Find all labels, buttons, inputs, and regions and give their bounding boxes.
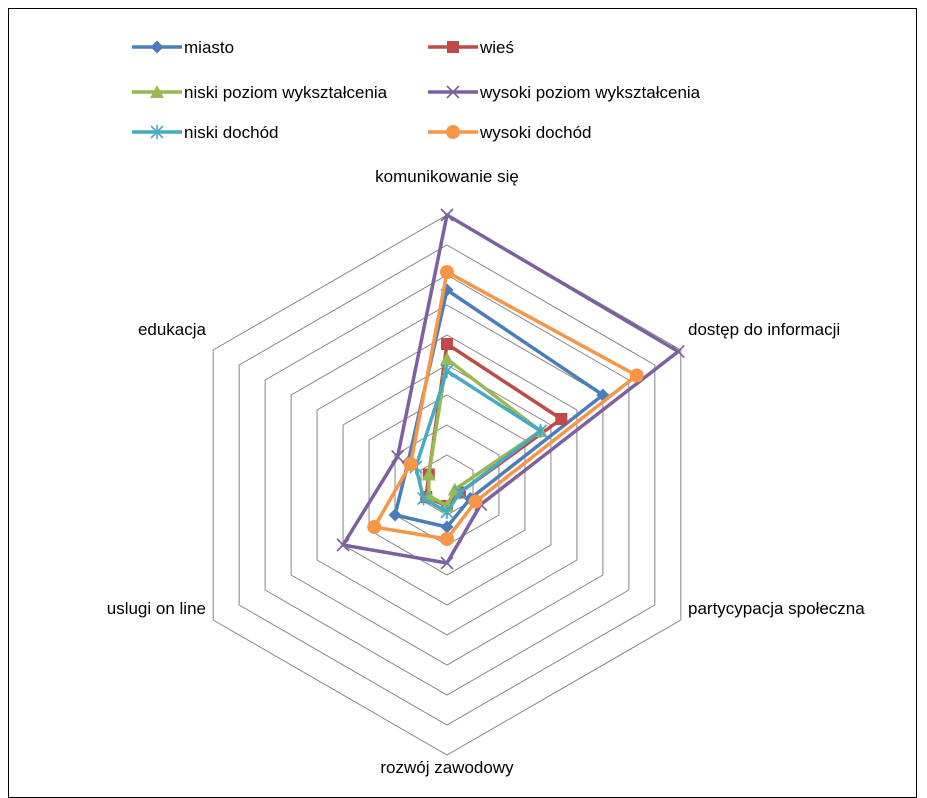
legend-label-3: wysoki poziom wykształcenia bbox=[479, 83, 701, 102]
series-4-point-2 bbox=[453, 485, 467, 500]
legend-item-1: wieś bbox=[428, 38, 514, 57]
grid-ring-5 bbox=[316, 334, 578, 636]
series-2-point-0 bbox=[440, 352, 454, 365]
legend-marker-3 bbox=[446, 85, 460, 99]
series-5-point-5 bbox=[403, 457, 418, 471]
axis-labels: komunikowanie się dostęp do informacji par… bbox=[107, 167, 866, 777]
axis-label-2: partycypacja społeczna bbox=[688, 599, 865, 618]
series-5-point-2 bbox=[468, 494, 483, 509]
series-5-point-1 bbox=[629, 368, 644, 383]
legend-item-3: wysoki poziom wykształcenia bbox=[428, 83, 701, 102]
series-3-point-5 bbox=[391, 449, 405, 464]
series-2-point-5 bbox=[421, 467, 436, 481]
legend-item-0: miasto bbox=[132, 38, 234, 57]
series-5-point-3 bbox=[440, 532, 454, 546]
grid-ring-8 bbox=[238, 244, 656, 726]
series-3-point-4 bbox=[336, 538, 350, 552]
legend: miasto wieś niski poziom wykształcenia wyso… bbox=[132, 38, 701, 142]
legend-marker-5 bbox=[446, 125, 460, 139]
axis-label-1: dostęp do informacji bbox=[688, 320, 840, 339]
series-3-point-0 bbox=[440, 208, 454, 222]
series-3-point-3 bbox=[440, 556, 454, 570]
series-4-point-4 bbox=[417, 491, 431, 506]
legend-marker-1 bbox=[447, 41, 459, 53]
legend-label-0: miasto bbox=[184, 38, 234, 57]
series-3-point-1 bbox=[671, 344, 685, 359]
legend-marker-2 bbox=[150, 85, 164, 98]
series-4-point-3 bbox=[440, 505, 454, 519]
legend-label-2: niski poziom wykształcenia bbox=[184, 83, 388, 102]
series-5 bbox=[367, 265, 644, 546]
series-0-point-3 bbox=[440, 520, 454, 534]
series-1-point-1 bbox=[555, 413, 568, 425]
grid-ring-4 bbox=[342, 364, 552, 606]
grid-ring-3 bbox=[368, 394, 526, 576]
axis-label-3: rozwój zawodowy bbox=[380, 758, 514, 777]
radar-series bbox=[336, 208, 685, 570]
legend-marker-4 bbox=[150, 125, 164, 139]
series-5-point-4 bbox=[367, 520, 382, 534]
series-0-point-4 bbox=[388, 508, 402, 522]
axis-label-5: edukacja bbox=[138, 320, 207, 339]
series-4-point-1 bbox=[533, 424, 548, 438]
series-1-point-0 bbox=[441, 338, 453, 350]
axis-label-4: uslugi on line bbox=[107, 599, 206, 618]
legend-label-5: wysoki dochód bbox=[479, 123, 592, 142]
series-5-point-0 bbox=[440, 265, 454, 279]
legend-label-1: wieś bbox=[479, 38, 514, 57]
legend-item-2: niski poziom wykształcenia bbox=[132, 83, 388, 102]
chart-frame bbox=[8, 8, 917, 798]
legend-marker-0 bbox=[150, 40, 164, 54]
axis-label-0: komunikowanie się bbox=[375, 167, 519, 186]
legend-item-5: wysoki dochód bbox=[428, 123, 592, 142]
legend-label-4: niski dochód bbox=[184, 123, 279, 142]
series-4-point-0 bbox=[440, 364, 454, 378]
legend-item-4: niski dochód bbox=[132, 123, 279, 142]
